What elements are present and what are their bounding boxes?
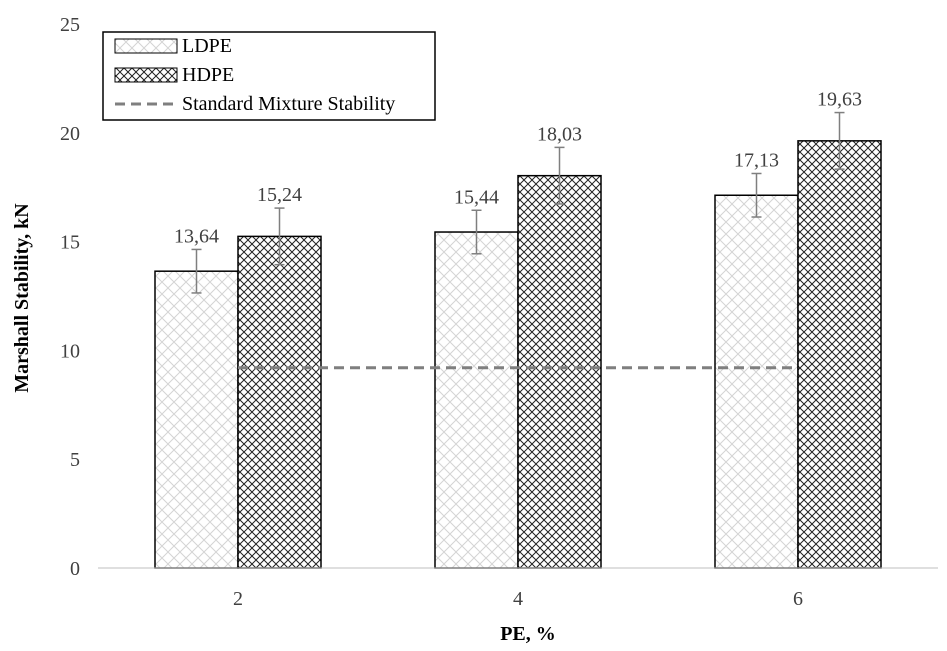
x-tick-label: 4 [513,588,523,610]
y-axis-ticks: 0 5 10 15 20 25 [60,14,80,580]
data-labels-group: 13,64 15,24 15,44 18,03 17,13 19,63 [174,89,862,248]
bars-group [154,140,882,569]
bar-hdpe [237,235,322,569]
bar-hdpe [517,174,602,569]
data-label-ldpe: 15,44 [454,186,499,208]
y-tick-label: 10 [60,340,80,362]
data-label-ldpe: 13,64 [174,225,219,247]
x-tick-label: 2 [233,588,243,610]
legend-swatch-ldpe [114,38,178,54]
bar-ldpe [154,270,239,569]
legend-swatch-hdpe [114,67,178,83]
legend-label-ldpe: LDPE [182,35,232,57]
x-axis-ticks: 2 4 6 [233,588,803,610]
x-tick-label: 6 [793,588,803,610]
x-axis-title: PE, % [500,623,556,645]
legend: LDPE HDPE Standard Mixture Stability [102,31,436,121]
data-label-hdpe: 18,03 [537,123,582,145]
y-tick-label: 15 [60,232,80,254]
data-label-ldpe: 17,13 [734,149,779,171]
bar-ldpe [714,194,799,569]
error-bars-group [191,111,845,294]
data-label-hdpe: 15,24 [257,184,302,206]
legend-label-hdpe: HDPE [182,64,234,86]
y-tick-label: 0 [70,558,80,580]
y-tick-label: 5 [70,449,80,471]
y-tick-label: 20 [60,123,80,145]
data-label-hdpe: 19,63 [817,89,862,111]
legend-label-reference: Standard Mixture Stability [182,93,395,115]
bar-ldpe [434,231,519,569]
y-axis-title: Marshall Stability, kN [11,203,33,393]
y-tick-label: 25 [60,14,80,36]
bar-hdpe [797,140,882,569]
